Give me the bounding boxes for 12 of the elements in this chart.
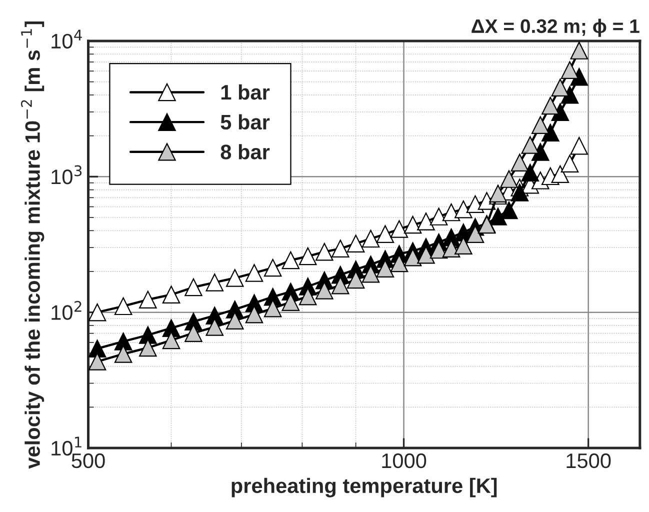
x-tick-label: 1500	[566, 453, 611, 468]
y-tick-label: 10$^{4}$	[52, 30, 82, 49]
x-tick-label: 500	[72, 453, 105, 468]
legend-label: 1 bar	[221, 84, 270, 100]
x-axis-title: preheating temperature [K]	[232, 478, 497, 498]
legend-label: 5 bar	[220, 114, 270, 130]
legend-label: 8 bar	[220, 144, 270, 160]
y-axis-title: velocity of the incoming mixture 10$^{−2}$ [m s$^{−1}$]	[20, 21, 44, 469]
y-tick-label: 10$^{2}$	[52, 300, 82, 320]
x-tick-label: 1000	[382, 453, 426, 468]
y-tick-label: 10$^{3}$	[52, 165, 82, 184]
text: ΔX = 0.32 m; ϕ = 1	[472, 18, 640, 37]
